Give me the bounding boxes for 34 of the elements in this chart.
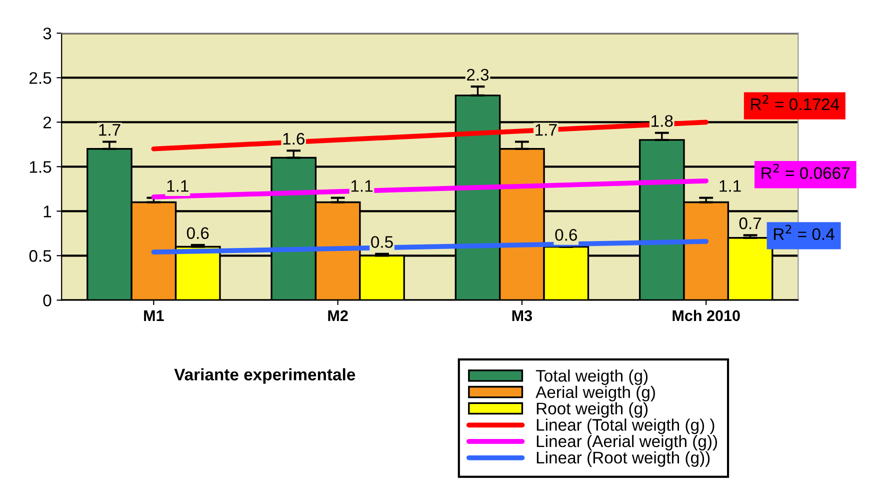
legend-label: Linear (Root weigth (g)) [536, 451, 710, 467]
annotation: R$^{2}$ = 0.4 [774, 224, 834, 240]
line-series [151, 178, 709, 200]
data-label: 1.8 [652, 115, 673, 127]
legend-label: Total weigth (g) [536, 369, 648, 385]
y-tick-label: 1.5 [30, 161, 52, 173]
y-tick-label: 1 [44, 206, 52, 218]
legend-label: Root weigth (g) [536, 402, 648, 418]
legend-label: Linear (Total weigth (g) ) [536, 418, 714, 434]
data-label: 1.6 [283, 132, 304, 145]
data-label: 0.6 [186, 227, 209, 240]
x-tick-label: Mch 2010 [672, 310, 740, 322]
y-tick-label: 2.5 [30, 72, 52, 84]
y-tick-label: 0 [43, 294, 52, 306]
annotation: R$^{2}$ = 0.1724 [751, 94, 840, 110]
y-tick-label: 2 [43, 116, 52, 128]
data-label: 1.1 [351, 180, 373, 192]
x-tick-label: M2 [328, 310, 348, 321]
legend-label: Aerial weigth (g) [536, 386, 655, 402]
annotation: R$^{2}$ = 0.0667 [762, 164, 850, 179]
data-label: 1.7 [99, 124, 120, 136]
data-label: 1.7 [536, 124, 557, 136]
data-label: 1.1 [167, 180, 188, 192]
data-label: 1.1 [720, 180, 741, 192]
data-label: 0.6 [555, 228, 577, 241]
x-tick-label: M3 [512, 310, 532, 322]
y-tick-label: 3 [43, 28, 52, 40]
y-tick-label: 0.5 [29, 250, 52, 262]
data-label: 0.5 [371, 236, 393, 248]
x-tick-label: M1 [144, 310, 164, 321]
data-label: 0.7 [739, 217, 762, 230]
legend-label: Linear (Aerial weigth (g)) [536, 434, 718, 450]
x-axis-title: Variante experimentale [174, 368, 356, 384]
data-label: 2.3 [467, 68, 489, 81]
